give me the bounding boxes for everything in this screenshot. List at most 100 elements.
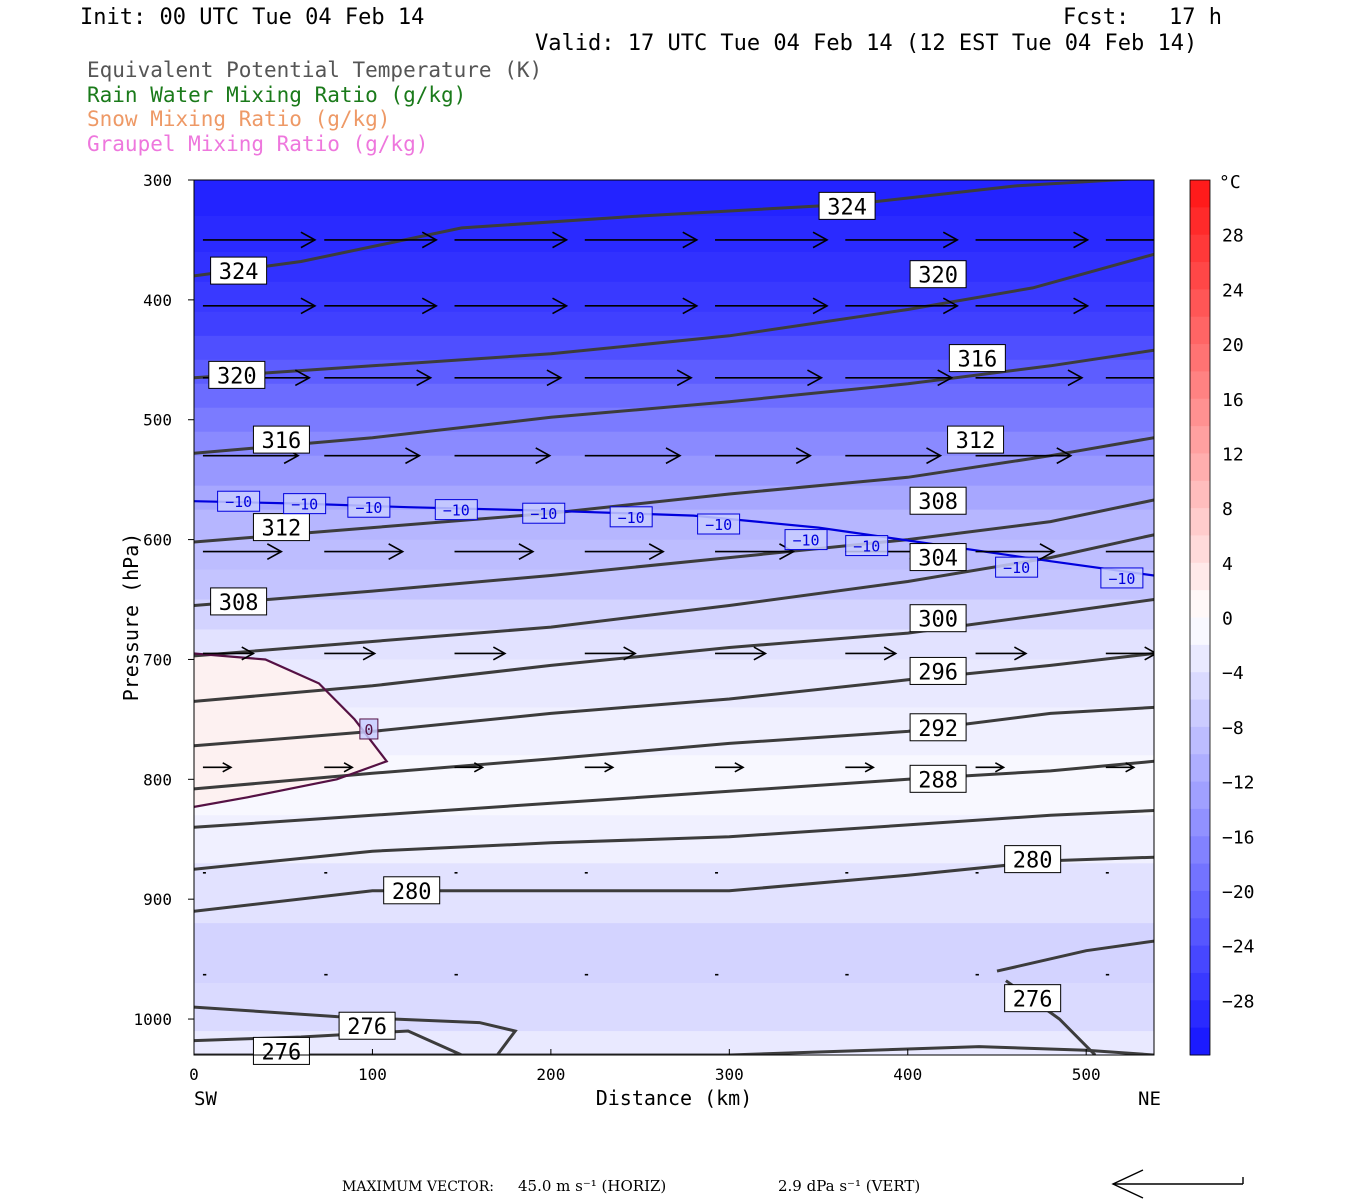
colorbar-label: −4 [1222, 663, 1244, 684]
colorbar-label: 16 [1222, 390, 1244, 411]
colorbar-segment [1190, 863, 1210, 892]
reference-vector-arrow [1111, 1169, 1244, 1199]
colorbar-segment [1190, 754, 1210, 783]
theta-e-label: 280 [392, 880, 432, 905]
colorbar-segment [1190, 918, 1210, 947]
theta-e-label: 300 [918, 608, 958, 633]
temperature-label: −10 [1003, 559, 1030, 577]
y-tick-label: 700 [143, 650, 172, 669]
temperature-label: −10 [792, 532, 819, 550]
temperature-band [194, 599, 1154, 631]
temperature-label-box [283, 493, 327, 515]
theta-e-label: 296 [918, 660, 958, 685]
wind-vector [715, 646, 768, 661]
wind-vector [584, 646, 637, 661]
warm-region [194, 653, 387, 807]
forecast-hour: Fcst: 17 h [1063, 5, 1222, 30]
colorbar-label: 24 [1222, 280, 1244, 301]
wind-vector [454, 447, 552, 465]
theta-e-label: 276 [262, 1040, 302, 1065]
theta-e-label: 276 [347, 1015, 387, 1040]
colorbar-segment [1190, 617, 1210, 646]
theta-e-label: 320 [217, 364, 257, 389]
colorbar-segment [1190, 480, 1210, 509]
wind-vector [454, 762, 485, 773]
temperature-label-box [359, 718, 379, 740]
ne-label: NE [1138, 1088, 1161, 1110]
colorbar-label: 28 [1222, 226, 1244, 247]
theta-e-label-box [909, 543, 967, 572]
legend-snow: Snow Mixing Ratio (g/kg) [87, 107, 391, 131]
max-vector-label: MAXIMUM VECTOR: [342, 1179, 494, 1195]
wind-vector [324, 447, 422, 465]
theta-e-label-box [252, 425, 310, 454]
temperature-label-box [609, 506, 653, 528]
colorbar-label: −20 [1222, 882, 1255, 903]
theta-e-contour [194, 533, 1154, 658]
temperature-band [194, 281, 1154, 313]
temperature-label: −10 [853, 538, 880, 556]
theta-e-label-box [909, 713, 967, 742]
colorbar-segment [1190, 289, 1210, 318]
legend-graupel: Graupel Mixing Ratio (g/kg) [87, 132, 429, 156]
wind-vector [1105, 305, 1154, 307]
theta-e-label-box [210, 587, 268, 616]
temperature-label-box [217, 490, 261, 512]
wind-vector [715, 297, 829, 315]
theta-e-contour [194, 1005, 518, 1055]
theta-e-label: 308 [918, 490, 958, 515]
wind-vector [1105, 376, 1154, 379]
theta-e-label: 316 [957, 348, 997, 373]
sw-label: SW [194, 1088, 217, 1110]
theta-e-label: 280 [1013, 849, 1053, 874]
y-tick-label: 900 [143, 890, 172, 909]
colorbar-label: −28 [1222, 991, 1255, 1012]
colorbar-label: 12 [1222, 444, 1244, 465]
wind-vector [715, 231, 829, 249]
wind-vector [1105, 550, 1154, 553]
x-axis-title: Distance (km) [596, 1086, 753, 1110]
wind-vector [324, 369, 433, 387]
wind-vector [584, 762, 615, 773]
y-tick-label: 1000 [133, 1010, 172, 1029]
legend-rain-water: Rain Water Mixing Ratio (g/kg) [87, 83, 467, 107]
temperature-label: −10 [443, 502, 470, 520]
colorbar-segment [1190, 890, 1210, 919]
y-axis-title: Pressure (hPa) [119, 533, 143, 702]
y-tick-label: 300 [143, 171, 172, 190]
wind-vector [584, 447, 682, 465]
temperature-band [194, 215, 1154, 253]
theta-e-label: 288 [918, 768, 958, 793]
temperature-label-box [434, 499, 478, 521]
theta-e-label-box [948, 344, 1006, 373]
y-tick-label: 400 [143, 291, 172, 310]
temperature-label: −10 [225, 493, 252, 511]
theta-e-contour [194, 759, 1154, 829]
colorbar-label: 0 [1222, 609, 1233, 630]
x-tick-label: 500 [1072, 1065, 1101, 1084]
theta-e-label-box [252, 513, 310, 542]
theta-e-label-box [208, 360, 266, 389]
colorbar-label: −16 [1222, 827, 1255, 848]
theta-e-contour [996, 939, 1154, 973]
y-tick-label: 600 [143, 531, 172, 550]
theta-e-label: 308 [219, 591, 259, 616]
theta-e-label: 292 [918, 717, 958, 742]
wind-vector [845, 646, 898, 661]
colorbar-segment [1190, 398, 1210, 427]
colorbar-segment [1190, 453, 1210, 482]
wind-vector [845, 762, 875, 773]
wind-vector [845, 369, 954, 387]
wind-vector [202, 646, 255, 661]
colorbar-segment [1190, 535, 1210, 564]
colorbar-label: −24 [1222, 937, 1255, 958]
theta-e-label: 324 [219, 260, 259, 285]
temperature-band [194, 485, 1154, 511]
theta-e-label: 276 [1013, 988, 1053, 1013]
x-tick-label: 100 [358, 1065, 387, 1084]
temperature-label-box [347, 496, 391, 518]
x-tick-label: 0 [189, 1065, 199, 1084]
wind-vector [975, 762, 1006, 773]
temperature-label-box [845, 535, 889, 557]
